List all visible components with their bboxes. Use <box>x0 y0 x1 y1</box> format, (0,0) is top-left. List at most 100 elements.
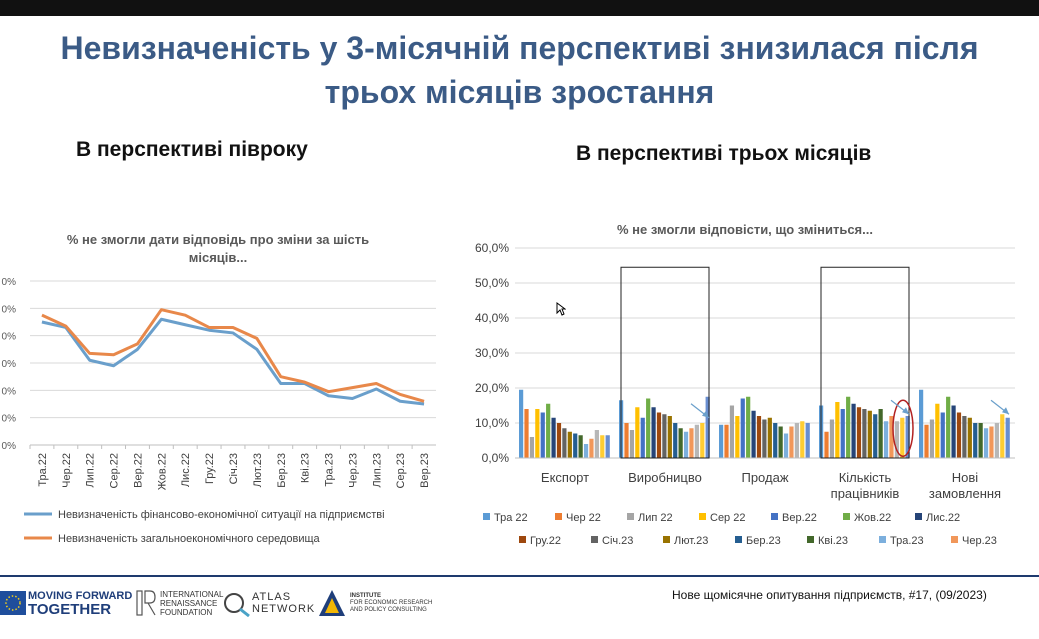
chart2-highlight-box-production <box>620 266 710 459</box>
chart2-bar <box>794 423 799 458</box>
chart2-arrowhead-icon <box>1002 407 1009 415</box>
chart2-legend-label: Лис.22 <box>926 512 960 524</box>
chart2-ytick-label: 20,0% <box>475 381 509 395</box>
bar-chart-three-months: % не змогли відповісти, що зміниться... 0… <box>475 222 1015 547</box>
chart2-bar <box>524 409 529 458</box>
chart2-bar <box>546 403 551 458</box>
chart2-bar <box>683 431 689 458</box>
chart2-bar <box>605 435 610 458</box>
chart2-bar <box>905 416 910 458</box>
chart2-bar <box>935 403 940 458</box>
slide-title-line1: Невизначеність у 3-місячній перспективі … <box>60 30 979 66</box>
chart2-legend-label: Чер.23 <box>962 535 997 547</box>
chart1-xtick-label: Гру.22 <box>204 453 216 484</box>
chart2-bar <box>800 421 805 458</box>
chart2-bar <box>667 416 672 458</box>
chart2-bar <box>883 421 889 458</box>
chart2-bar <box>656 412 662 458</box>
chart2-bar <box>773 423 778 458</box>
chart2-category-label: Продаж <box>741 470 788 485</box>
ier-line2: FOR ECONOMIC RESEARCH <box>350 600 433 606</box>
chart2-bar <box>662 414 667 458</box>
chart1-legend-label-1: Невизначеність загальноекономічного сере… <box>58 533 321 545</box>
chart1-xtick-label: Чер.23 <box>347 453 359 488</box>
chart2-bar <box>867 410 872 458</box>
chart2-bar <box>994 423 999 458</box>
chart2-legend-swatch <box>735 536 742 543</box>
chart2-bar <box>556 423 562 458</box>
chart2-highlight-box-employees <box>820 266 910 459</box>
mouse-cursor-icon <box>556 302 566 316</box>
chart1-xtick-label: Тра.23 <box>324 453 336 487</box>
chart2-bar <box>929 419 935 458</box>
chart2-bar <box>746 396 751 458</box>
slide-title-line2: трьох місяців зростання <box>324 74 715 110</box>
chart2-bar <box>567 431 572 458</box>
chart2-bar <box>578 435 583 458</box>
chart2-bar <box>719 424 724 458</box>
chart1-ytick-label: 0% <box>2 386 17 397</box>
chart2-legend-label: Гру.22 <box>530 535 561 547</box>
ier-line1: INSTITUTE <box>350 593 381 599</box>
chart2-bar <box>824 431 829 458</box>
chart1-title-line2: місяців... <box>189 250 247 265</box>
chart2-category-label: Виробницво <box>628 470 702 485</box>
chart2-bar <box>894 421 899 458</box>
irf-line2: RENAISSANCE <box>160 599 218 608</box>
ier-line3: AND POLICY CONSULTING <box>350 607 427 613</box>
chart2-bar <box>789 426 794 458</box>
chart2-bar <box>900 417 905 458</box>
chart2-bar <box>989 426 994 458</box>
chart1-xtick-label: Лис.22 <box>180 453 192 487</box>
chart2-category-label: Кількість <box>839 470 892 485</box>
chart2-legend-swatch <box>519 536 526 543</box>
chart2-bar <box>973 423 978 458</box>
atlas-globe-icon <box>224 593 250 617</box>
chart2-ytick-label: 0,0% <box>482 451 510 465</box>
chart1-xtick-label: Сер.22 <box>109 453 121 488</box>
chart2-ytick-label: 30,0% <box>475 346 509 360</box>
chart1-ytick-label: 0% <box>2 332 17 343</box>
chart1-xtick-label: Лип.23 <box>371 453 383 488</box>
chart2-bar <box>635 407 640 458</box>
chart2-bar <box>594 430 599 458</box>
chart2-legend-label: Лют.23 <box>674 535 708 547</box>
chart2-bar <box>978 423 983 458</box>
eu-flag-icon <box>0 591 26 615</box>
chart2-bar <box>840 409 845 458</box>
chart1-xtick-label: Тра.22 <box>37 453 49 487</box>
chart2-bar <box>835 402 840 458</box>
chart2-legend-label: Бер.23 <box>746 535 781 547</box>
chart2-legend-label: Тра.23 <box>890 535 924 547</box>
ier-triangle-icon <box>319 590 345 616</box>
chart1-ytick-label: 0% <box>2 304 17 315</box>
chart2-category-label: Нові <box>952 470 979 485</box>
chart2-legend-swatch <box>483 513 490 520</box>
chart2-bar <box>529 437 535 458</box>
chart2-bar <box>640 417 645 458</box>
chart1-series-line-0 <box>41 317 425 406</box>
chart2-bar <box>629 430 635 458</box>
chart1-xtick-label: Вер.22 <box>132 453 144 488</box>
chart2-legend-label: Кві.23 <box>818 535 848 547</box>
chart1-xtick-label: Чер.22 <box>61 453 73 488</box>
chart2-bar <box>1000 414 1005 458</box>
chart2-legend-label: Жов.22 <box>854 512 891 524</box>
chart2-highlight-circle <box>892 399 914 457</box>
chart2-arrowhead-icon <box>702 410 709 418</box>
chart1-xtick-label: Вер.23 <box>419 453 431 488</box>
chart2-bar <box>756 416 762 458</box>
chart2-bar <box>805 423 810 458</box>
chart2-bar <box>956 412 962 458</box>
mft-line1: MOVING FORWARD <box>28 590 133 602</box>
chart2-legend-swatch <box>627 513 634 520</box>
chart2-bar <box>962 416 967 458</box>
chart2-legend-label: Січ.23 <box>602 535 633 547</box>
chart2-bar <box>740 398 745 458</box>
chart1-ytick-label: 0% <box>2 441 17 452</box>
chart2-bar <box>573 433 578 458</box>
right-subtitle: В перспективі трьох місяців <box>576 142 872 165</box>
chart1-series-line-1 <box>41 308 425 403</box>
chart2-legend-swatch <box>663 536 670 543</box>
mft-line2: TOGETHER <box>28 601 112 618</box>
